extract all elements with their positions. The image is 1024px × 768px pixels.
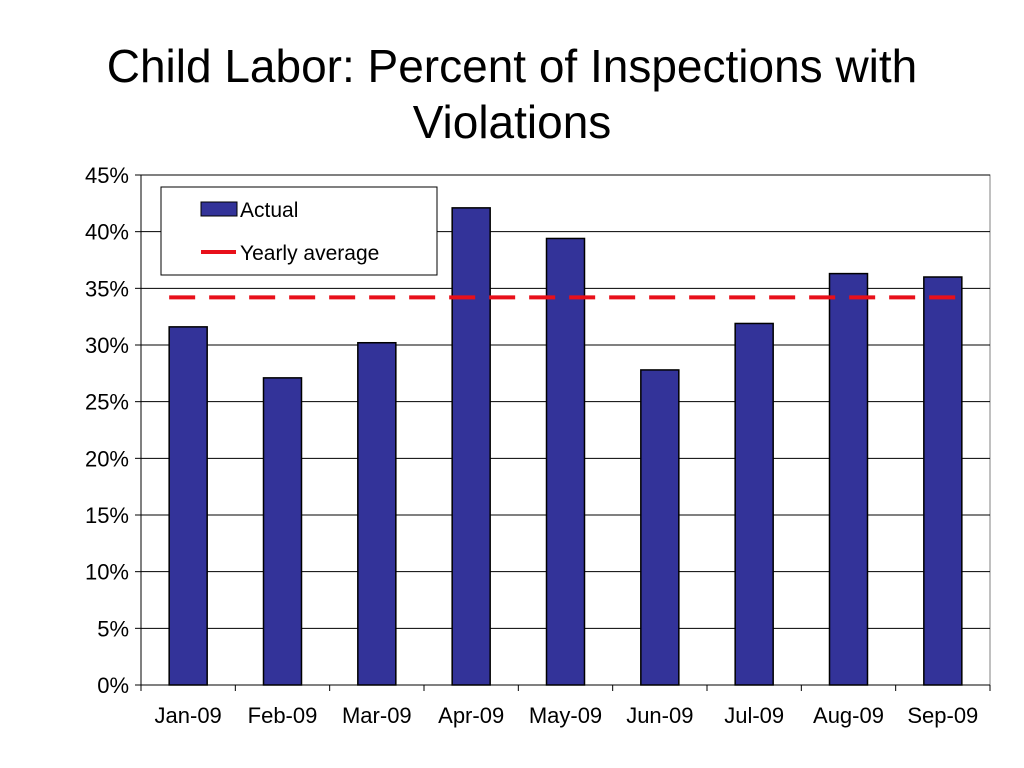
legend-label-yearly-average: Yearly average — [240, 242, 379, 265]
y-tick-label: 25% — [85, 390, 129, 415]
y-tick-label: 45% — [85, 163, 129, 188]
y-tick-label: 10% — [85, 560, 129, 585]
x-tick-label: Jun-09 — [626, 703, 693, 728]
bar-may-09 — [545, 237, 586, 686]
axes: 0% 5% 10% 15% 20% 25% 30% 35% 40% 45% Jan-09 Feb-09… — [85, 163, 991, 728]
x-tick-label: Sep-09 — [907, 703, 978, 728]
chart-title: Child Labor: Percent of Inspections with… — [0, 38, 1024, 150]
legend-swatch-actual — [200, 201, 238, 217]
bar-jan-09 — [168, 326, 208, 686]
x-tick-label: Jul-09 — [724, 703, 784, 728]
legend: Actual Yearly average — [160, 186, 438, 276]
bar-sep-09 — [923, 276, 963, 686]
bar-mar-09 — [357, 341, 397, 686]
bar-feb-09 — [262, 377, 303, 686]
x-tick-label: Aug-09 — [813, 703, 884, 728]
y-tick-label: 15% — [85, 503, 129, 528]
y-tick-label: 20% — [85, 446, 129, 471]
y-tick-label: 30% — [85, 333, 129, 358]
chart-title-line-1: Child Labor: Percent of Inspections with — [106, 40, 918, 92]
x-tick-label: May-09 — [529, 703, 602, 728]
y-tick-label: 35% — [85, 276, 129, 301]
x-tick-label: Apr-09 — [438, 703, 504, 728]
y-tick-label: 5% — [97, 616, 129, 641]
bar-apr-09 — [451, 207, 491, 686]
chart-title-line-2: Violations — [412, 96, 612, 148]
bar-jul-09 — [734, 322, 774, 686]
x-tick-label: Feb-09 — [248, 703, 318, 728]
x-tick-label: Mar-09 — [342, 703, 412, 728]
bar-jun-09 — [640, 369, 680, 686]
bar-aug-09 — [828, 272, 869, 686]
legend-label-actual: Actual — [240, 199, 298, 222]
y-tick-label: 0% — [97, 673, 129, 698]
x-tick-label: Jan-09 — [155, 703, 222, 728]
bars — [168, 207, 963, 686]
y-tick-label: 40% — [85, 220, 129, 245]
